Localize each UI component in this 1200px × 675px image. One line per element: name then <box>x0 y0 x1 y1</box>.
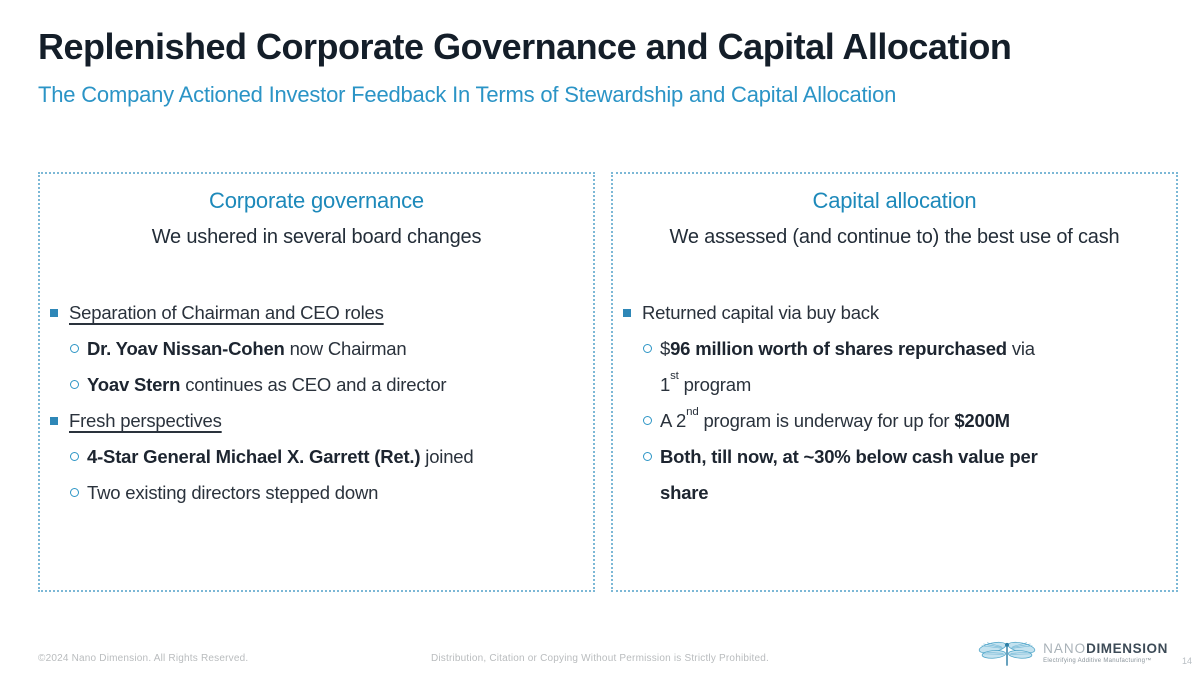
logo-tagline: Electrifying Additive Manufacturing™ <box>1043 658 1152 664</box>
circle-bullet-icon <box>643 416 652 425</box>
list-item: Dr. Yoav Nissan-Cohen now Chairman <box>40 331 585 367</box>
list-item: $96 million worth of shares repurchased … <box>613 331 1168 403</box>
list-item: Yoav Stern continues as CEO and a direct… <box>40 367 585 403</box>
slide-title: Replenished Corporate Governance and Cap… <box>38 26 1012 67</box>
corporate-governance-panel: Corporate governance We ushered in sever… <box>38 172 595 592</box>
circle-bullet-icon <box>643 452 652 461</box>
square-bullet-icon <box>50 309 58 317</box>
copyright-text: ©2024 Nano Dimension. All Rights Reserve… <box>38 653 249 664</box>
list-item-text: A 2nd program is underway for up for $20… <box>660 405 1010 431</box>
logo-word-nano: NANO <box>1043 641 1087 656</box>
list-item: 4-Star General Michael X. Garrett (Ret.)… <box>40 439 585 475</box>
list-item-text: Separation of Chairman and CEO roles <box>69 302 384 323</box>
nano-dimension-logo: NANODIMENSION Electrifying Additive Manu… <box>978 638 1168 668</box>
dragonfly-logo-icon <box>978 641 1036 666</box>
logo-word-dimension: DIMENSION <box>1086 641 1168 656</box>
list-item-text: $96 million worth of shares repurchased … <box>660 338 1035 395</box>
list-item: A 2nd program is underway for up for $20… <box>613 403 1168 439</box>
circle-bullet-icon <box>70 344 79 353</box>
capital-allocation-subheading: We assessed (and continue to) the best u… <box>669 226 1120 248</box>
corporate-governance-subheading: We ushered in several board changes <box>151 226 482 248</box>
circle-bullet-icon <box>70 488 79 497</box>
circle-bullet-icon <box>70 380 79 389</box>
circle-bullet-icon <box>70 452 79 461</box>
list-item-text: Two existing directors stepped down <box>87 482 379 503</box>
square-bullet-icon <box>50 417 58 425</box>
list-item-text: Yoav Stern continues as CEO and a direct… <box>87 374 447 395</box>
circle-bullet-icon <box>643 344 652 353</box>
corporate-governance-list: Separation of Chairman and CEO roles Dr.… <box>40 295 593 511</box>
capital-allocation-panel: Capital allocation We assessed (and cont… <box>611 172 1178 592</box>
list-item-text: Both, till now, at ~30% below cash value… <box>660 446 1038 503</box>
logo-wordmark: NANODIMENSION <box>1043 642 1168 656</box>
logo-text: NANODIMENSION Electrifying Additive Manu… <box>1043 642 1168 665</box>
list-item-text: Dr. Yoav Nissan-Cohen now Chairman <box>87 338 407 359</box>
corporate-governance-heading: Corporate governance <box>209 188 424 213</box>
list-item-text: 4-Star General Michael X. Garrett (Ret.)… <box>87 446 474 467</box>
list-item-text: Returned capital via buy back <box>642 302 879 323</box>
list-item: Fresh perspectives <box>40 403 585 439</box>
page-number: 14 <box>1181 656 1192 666</box>
capital-allocation-heading: Capital allocation <box>812 188 977 213</box>
list-item-text: Fresh perspectives <box>69 410 222 431</box>
capital-allocation-list: Returned capital via buy back $96 millio… <box>613 295 1176 511</box>
list-item: Two existing directors stepped down <box>40 475 585 511</box>
square-bullet-icon <box>623 309 631 317</box>
list-item: Returned capital via buy back <box>613 295 1168 331</box>
list-item: Both, till now, at ~30% below cash value… <box>613 439 1168 511</box>
slide-subtitle: The Company Actioned Investor Feedback I… <box>38 82 897 107</box>
distribution-text: Distribution, Citation or Copying Withou… <box>430 653 770 664</box>
list-item: Separation of Chairman and CEO roles <box>40 295 585 331</box>
